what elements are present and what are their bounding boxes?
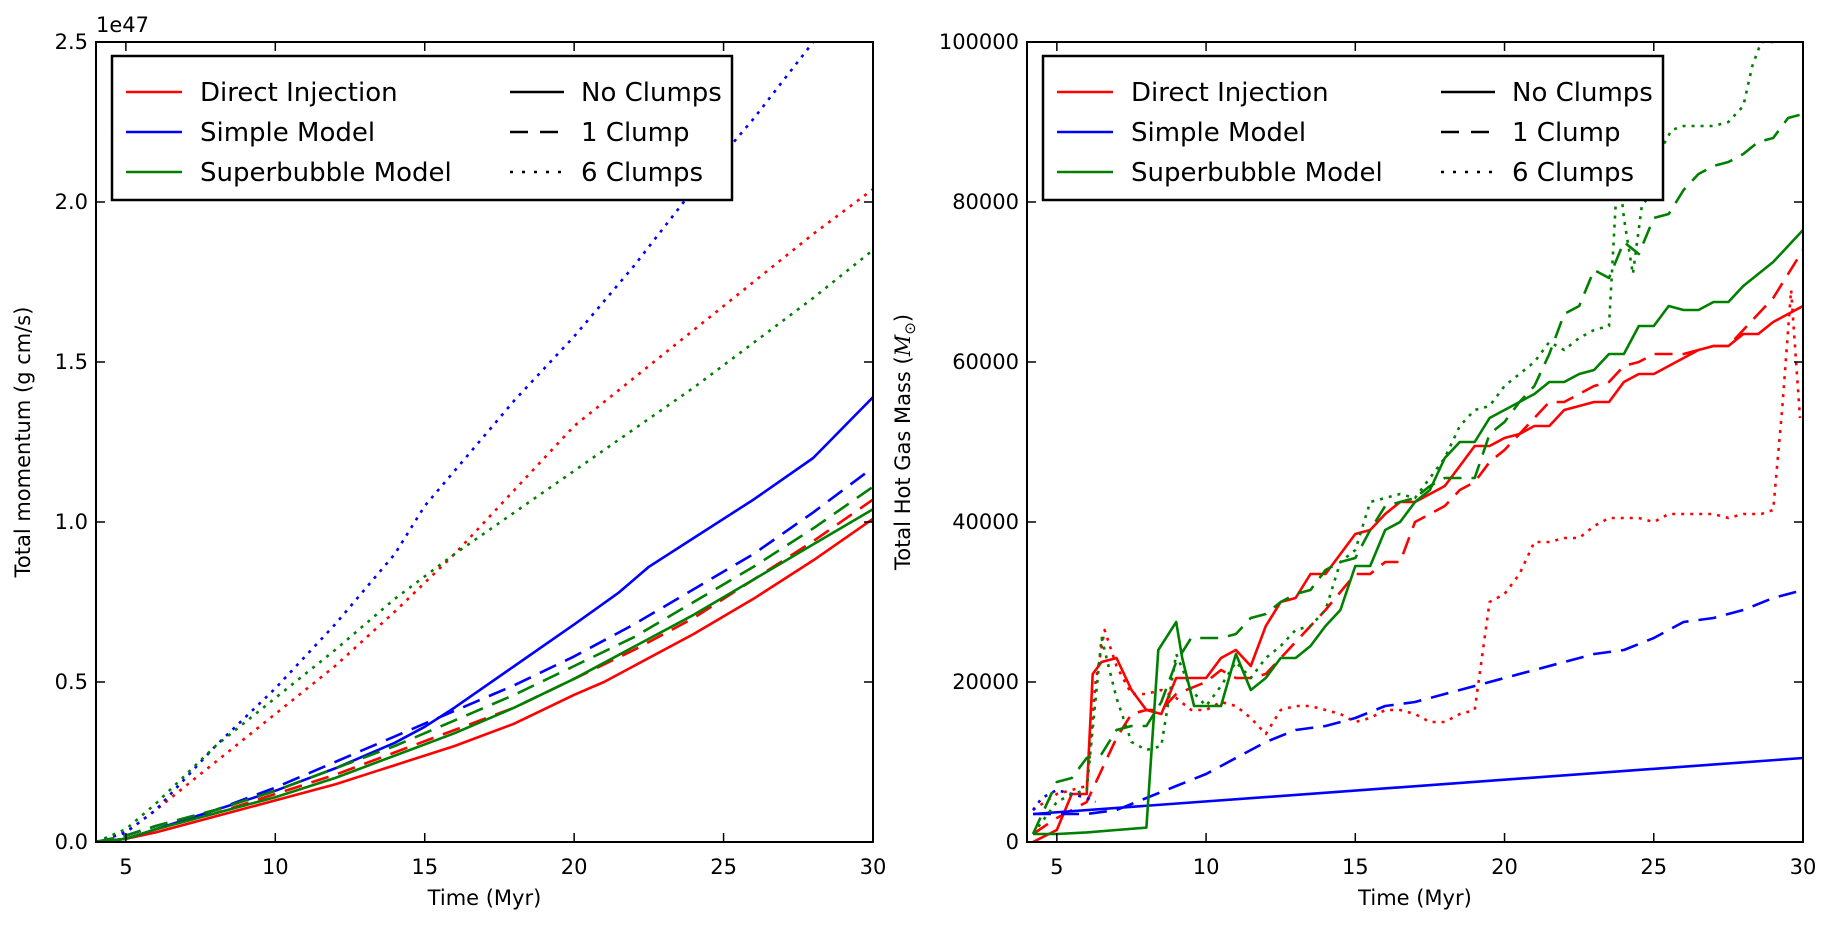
legend-label: No Clumps <box>581 78 722 108</box>
y-tick-label: 1.0 <box>55 510 88 534</box>
y-offset-text: 1e47 <box>96 13 149 37</box>
series-line-simple-model-6-clumps <box>1031 788 1097 811</box>
legend-frame <box>1041 54 1665 202</box>
y-axis-label-close: ) <box>891 314 915 322</box>
legend-label: Simple Model <box>200 118 375 148</box>
y-tick-label: 0 <box>1006 830 1019 854</box>
y-axis-label-text: Total Hot Gas Mass ( <box>891 356 915 571</box>
x-tick-label: 30 <box>1790 855 1817 879</box>
y-tick-label: 100000 <box>939 30 1019 54</box>
series-line-superbubble-model-6-clumps <box>96 248 873 842</box>
series-line-direct-injection-6-clumps <box>1032 288 1802 812</box>
x-tick-label: 25 <box>1640 855 1667 879</box>
y-tick-label: 40000 <box>952 510 1019 534</box>
legend-label: Direct Injection <box>200 78 398 108</box>
series-line-superbubble-model-no-clumps <box>96 508 873 842</box>
y-axis-label-text: Total momentum (g cm/s) <box>11 307 35 579</box>
y-tick-label: 2.5 <box>55 30 88 54</box>
series-group <box>1031 42 1803 842</box>
x-axis-label: Time (Myr) <box>427 886 542 910</box>
y-tick-label: 20000 <box>952 670 1019 694</box>
series-line-direct-injection-1-clump <box>1032 249 1803 836</box>
series-line-simple-model-1-clump <box>1033 588 1803 816</box>
y-tick-label: 2.0 <box>55 190 88 214</box>
hot-gas-mass-panel: 5 10 15 20 25 30 0 20000 40000 60000 80000 100000 Ti… <box>891 30 1816 910</box>
y-tick-label: 80000 <box>952 190 1019 214</box>
legend-label: 1 Clump <box>581 118 690 148</box>
y-axis-label: Total Hot Gas Mass (M⊙) <box>891 314 919 571</box>
legend-label: 1 Clump <box>1512 118 1621 148</box>
y-tick-label: 60000 <box>952 350 1019 374</box>
y-tick-label: 0.0 <box>55 830 88 854</box>
y-tick-label: 0.5 <box>55 670 88 694</box>
legend-frame <box>110 54 734 202</box>
series-line-direct-injection-1-clump <box>96 498 873 842</box>
x-tick-label: 10 <box>262 855 289 879</box>
plot-frame <box>1026 41 1804 843</box>
x-tick-label: 25 <box>710 855 737 879</box>
series-line-simple-model-no-clumps <box>96 396 873 842</box>
legend-label: Superbubble Model <box>200 158 452 188</box>
legend-label: 6 Clumps <box>1512 158 1634 188</box>
series-line-simple-model-no-clumps <box>1032 756 1803 816</box>
series-line-direct-injection-no-clumps <box>1032 304 1803 842</box>
plot-frame <box>95 41 874 843</box>
x-tick-label: 30 <box>860 855 887 879</box>
series-line-direct-injection-6-clumps <box>96 188 873 842</box>
series-group <box>96 42 873 842</box>
y-axis-label-symbol: M <box>891 334 915 357</box>
legend: Direct Injection Simple Model Superbubble … <box>1041 54 1665 202</box>
y-tick-label: 1.5 <box>55 350 88 374</box>
x-tick-label: 15 <box>1342 855 1369 879</box>
legend: Direct Injection Simple Model Superbubble … <box>110 54 734 202</box>
x-axis-label: Time (Myr) <box>1357 886 1472 910</box>
series-line-direct-injection-no-clumps <box>96 517 873 842</box>
series-line-superbubble-model-1-clump <box>1031 112 1803 835</box>
legend-label: Superbubble Model <box>1131 158 1383 188</box>
y-axis-label-subscript: ⊙ <box>901 322 919 335</box>
legend-label: Simple Model <box>1131 118 1306 148</box>
legend-label: No Clumps <box>1512 78 1653 108</box>
series-line-superbubble-model-1-clump <box>96 485 873 842</box>
x-tick-label: 10 <box>1193 855 1220 879</box>
series-line-superbubble-model-no-clumps <box>1033 229 1803 836</box>
legend-label: Direct Injection <box>1131 78 1329 108</box>
momentum-panel: 5 10 15 20 25 30 0.0 0.5 1.0 1.5 2.0 2.5 Time (Myr) T… <box>11 13 886 910</box>
x-tick-label: 15 <box>411 855 438 879</box>
x-tick-label: 20 <box>561 855 588 879</box>
x-tick-label: 5 <box>119 855 132 879</box>
y-axis-label: Total momentum (g cm/s) <box>11 307 35 579</box>
x-tick-label: 5 <box>1050 855 1063 879</box>
legend-label: 6 Clumps <box>581 158 703 188</box>
x-tick-label: 20 <box>1491 855 1518 879</box>
